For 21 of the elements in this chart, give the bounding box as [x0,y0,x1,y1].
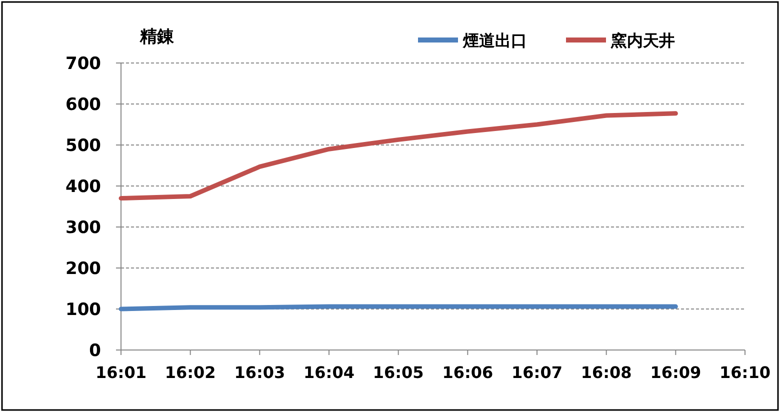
x-tick-label: 16:04 [304,363,354,382]
x-tick-label: 16:09 [650,363,702,382]
y-tick-label: 0 [89,341,102,361]
x-tick-label: 16:06 [442,363,494,382]
x-tick-label: 16:05 [372,363,424,382]
y-tick-label: 200 [66,259,102,279]
x-tick-label: 16:07 [512,363,562,382]
y-tick-label: 400 [66,177,102,197]
x-tick-label: 16:01 [96,363,146,382]
x-tick-label: 16:10 [720,363,770,382]
y-tick-label: 100 [66,300,102,320]
y-tick-label: 300 [66,218,102,238]
chart-title: 精錬 [139,27,175,47]
y-tick-label: 600 [66,95,102,115]
legend-label: 窯内天井 [610,31,675,50]
x-tick-label: 16:03 [234,363,286,382]
x-tick-label: 16:02 [164,363,216,382]
x-tick-label: 16:08 [580,363,632,382]
y-tick-label: 500 [66,136,102,156]
legend-label: 煙道出口 [462,31,527,50]
y-tick-label: 700 [66,54,102,74]
